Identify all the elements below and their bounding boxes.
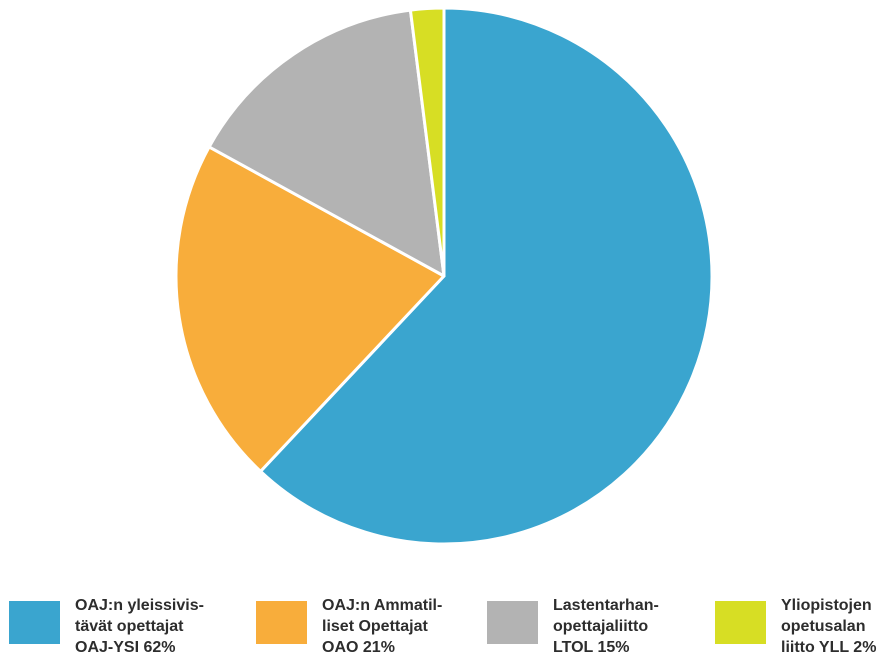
pie-slice-oao <box>174 145 446 473</box>
chart-legend: OAJ:n yleissivis- tävät opettajat OAJ-YS… <box>0 595 891 664</box>
pie-slice-ltol <box>207 8 446 278</box>
legend-label-yll: Yliopistojen opetusalan liitto YLL 2% <box>781 597 877 656</box>
legend-label-oao: OAJ:n Ammatil- liset Opettajat OAO 21% <box>322 597 443 656</box>
legend-swatch-ltol <box>487 601 538 644</box>
legend-label-oaj-ysi: OAJ:n yleissivis- tävät opettajat OAJ-YS… <box>75 597 204 656</box>
legend-label-ltol: Lastentarhan- opettajaliitto LTOL 15% <box>553 597 659 656</box>
pie-slice-oaj-ysi <box>259 6 714 546</box>
legend-swatch-oao <box>256 601 307 644</box>
pie-slice-yll <box>408 6 446 278</box>
legend-swatch-oaj-ysi <box>9 601 60 644</box>
legend-swatch-yll <box>715 601 766 644</box>
